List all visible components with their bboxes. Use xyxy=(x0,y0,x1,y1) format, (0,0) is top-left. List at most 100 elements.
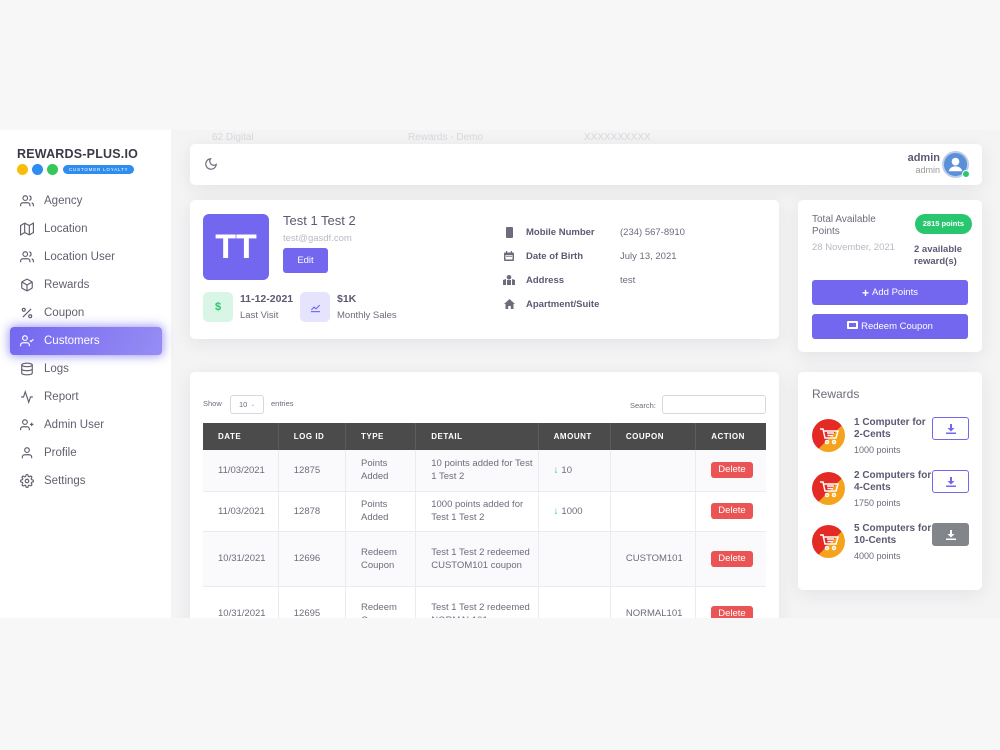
redeem-reward-button[interactable] xyxy=(932,417,969,440)
sidebar-item-admin-user[interactable]: Admin User xyxy=(10,411,162,439)
info-row-address: Address test xyxy=(503,268,685,292)
percent-icon xyxy=(20,306,34,320)
reward-points: 4000 points xyxy=(854,551,901,561)
plus-icon: + xyxy=(862,285,870,300)
reward-points: 1000 points xyxy=(854,445,901,455)
customer-email: test@gasdf.com xyxy=(283,233,352,244)
info-row-apartment: Apartment/Suite xyxy=(503,292,685,316)
customer-name: Test 1 Test 2 xyxy=(283,213,356,228)
cell-amount: ↓ 1000 xyxy=(538,491,611,532)
reward-name: 1 Computer for 2-Cents xyxy=(854,417,926,440)
sidebar-item-coupon[interactable]: Coupon xyxy=(10,299,162,327)
rewards-card: Rewards 1 Computer for 2-Cents 1000 poin… xyxy=(798,372,982,590)
sidebar-item-agency[interactable]: Agency xyxy=(10,187,162,215)
sidebar-item-label: Profile xyxy=(44,447,77,459)
map-icon xyxy=(20,222,34,236)
cell-detail: Test 1 Test 2 redeemed CUSTOM101 coupon xyxy=(415,531,539,587)
delete-button[interactable]: Delete xyxy=(711,550,753,567)
sidebar-item-label: Report xyxy=(44,391,79,403)
page-length-select[interactable]: 10 ⌄ xyxy=(230,395,264,414)
user-menu[interactable]: admin admin xyxy=(908,152,940,175)
cell-action: Delete xyxy=(695,491,766,532)
sidebar-item-label: Location User xyxy=(44,251,115,263)
table-row: 10/31/2021 12696 Redeem Coupon Test 1 Te… xyxy=(203,531,766,587)
user-avatar-icon xyxy=(948,157,963,172)
trending-up-icon xyxy=(300,292,330,322)
amount-value: 10 xyxy=(561,464,572,476)
user-role: admin xyxy=(915,165,940,175)
sidebar-item-location[interactable]: Location xyxy=(10,215,162,243)
column-header-coupon[interactable]: COUPON xyxy=(610,423,697,450)
table-header-row: DATE LOG ID TYPE DETAIL AMOUNT COUPON AC… xyxy=(203,423,766,450)
customer-profile-card: TT Test 1 Test 2 test@gasdf.com Edit $ 1… xyxy=(190,200,779,339)
monthly-sales-value: $1K xyxy=(337,293,357,305)
cell-amount: ↓ 10 xyxy=(538,450,611,492)
moon-icon[interactable] xyxy=(204,157,218,176)
column-header-amount[interactable]: AMOUNT xyxy=(538,423,611,450)
cell-log-id: 12695 xyxy=(278,586,347,618)
add-points-label: Add Points xyxy=(872,287,918,298)
sidebar-item-report[interactable]: Report xyxy=(10,383,162,411)
column-header-date[interactable]: DATE xyxy=(203,423,279,450)
delete-button[interactable]: Delete xyxy=(711,605,753,618)
delete-button[interactable]: Delete xyxy=(711,503,753,519)
customer-logs-card: Show 10 ⌄ entries Search: DATE LOG ID TY… xyxy=(190,372,779,618)
monthly-sales-label: Monthly Sales xyxy=(337,310,397,321)
download-icon xyxy=(945,529,956,540)
table-row: 11/03/2021 12878 Points Added 1000 point… xyxy=(203,491,766,532)
column-header-type[interactable]: TYPE xyxy=(345,423,417,450)
cell-amount xyxy=(538,531,611,587)
logo-dot-blue xyxy=(32,164,43,175)
redeem-reward-button-disabled[interactable] xyxy=(932,523,969,546)
sidebar-item-location-user[interactable]: Location User xyxy=(10,243,162,271)
monthly-sales-stat: $1K Monthly Sales xyxy=(300,292,397,322)
avatar[interactable] xyxy=(942,151,970,178)
info-row-mobile: Mobile Number (234) 567-8910 xyxy=(503,220,685,244)
cell-log-id: 12696 xyxy=(278,531,347,587)
redeem-coupon-button[interactable]: Redeem Coupon xyxy=(812,314,968,339)
edit-button[interactable]: Edit xyxy=(283,248,328,273)
points-badge: 2815 points xyxy=(914,214,972,234)
settings-icon xyxy=(20,474,34,488)
search-label: Search: xyxy=(630,401,656,410)
brand-logo[interactable]: REWARDS-PLUS.IO CUSTOMER LOYALTY xyxy=(17,147,138,175)
sidebar-item-label: Settings xyxy=(44,475,86,487)
add-points-button[interactable]: + Add Points xyxy=(812,280,968,305)
shopping-cart-icon xyxy=(812,472,845,505)
sidebar-nav: Agency Location Location User Rewards Co… xyxy=(10,187,162,495)
points-summary-card: Total Available Points 28 November, 2021… xyxy=(798,200,982,352)
phone-icon xyxy=(503,226,515,238)
sidebar-item-label: Rewards xyxy=(44,279,90,291)
sidebar-item-customers[interactable]: Customers xyxy=(10,327,162,355)
activity-icon xyxy=(20,390,34,404)
reward-item: 5 Computers for 10-Cents 4000 points xyxy=(812,523,972,568)
cell-type: Redeem Coupon xyxy=(345,531,417,587)
last-visit-value: 11-12-2021 xyxy=(240,293,294,305)
sidebar-item-profile[interactable]: Profile xyxy=(10,439,162,467)
cell-date: 10/31/2021 xyxy=(203,586,279,618)
logo-dot-yellow xyxy=(17,164,28,175)
info-value: July 13, 2021 xyxy=(620,250,677,262)
redeem-reward-button[interactable] xyxy=(932,470,969,493)
box-icon xyxy=(20,278,34,292)
sidebar-item-label: Coupon xyxy=(44,307,85,319)
logs-table: DATE LOG ID TYPE DETAIL AMOUNT COUPON AC… xyxy=(203,423,766,618)
points-title: Total Available Points xyxy=(812,214,876,237)
column-header-log-id[interactable]: LOG ID xyxy=(278,423,347,450)
info-label: Apartment/Suite xyxy=(526,298,600,310)
delete-button[interactable]: Delete xyxy=(711,462,753,479)
sidebar-item-settings[interactable]: Settings xyxy=(10,467,162,495)
calendar-icon xyxy=(503,251,515,261)
cell-type: Redeem Coupon xyxy=(345,586,417,618)
users-icon xyxy=(20,194,34,208)
background-cell: Rewards - Demo xyxy=(408,132,484,143)
column-header-action[interactable]: ACTION xyxy=(695,423,766,450)
sidebar-item-rewards[interactable]: Rewards xyxy=(10,271,162,299)
background-cell: XXXXXXXXXX xyxy=(584,132,651,143)
user-name: admin xyxy=(907,152,940,164)
sidebar-item-logs[interactable]: Logs xyxy=(10,355,162,383)
search-input[interactable] xyxy=(662,395,766,414)
user-plus-icon xyxy=(20,418,34,432)
column-header-detail[interactable]: DETAIL xyxy=(415,423,539,450)
users-icon xyxy=(20,250,34,264)
